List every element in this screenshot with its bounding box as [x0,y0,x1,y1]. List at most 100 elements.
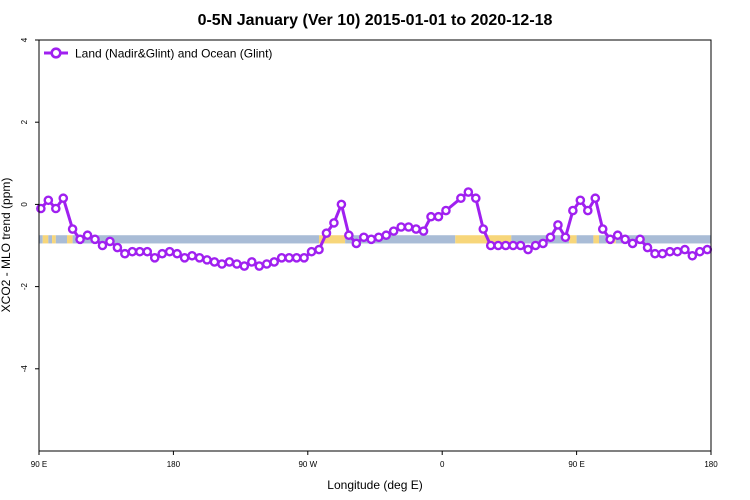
data-point [51,203,61,214]
band-segment-ocean [511,235,570,244]
band-segment-ocean [576,235,594,244]
data-point [149,253,160,263]
data-point [224,257,235,267]
data-point [627,238,638,249]
data-point [575,195,586,206]
data-point [530,240,541,251]
data-point [433,211,444,222]
data-point [179,253,190,263]
y-tick-label: 2 [20,119,29,124]
data-point [134,246,145,257]
data-point [583,205,593,216]
data-point [657,248,668,259]
data-point [553,220,563,230]
data-point [411,224,421,234]
data-point [269,257,280,267]
data-point [635,234,645,245]
data-point [306,246,317,257]
legend-entry-label: Land (Nadir&Glint) and Ocean (Glint) [75,47,272,61]
data-point [538,238,548,249]
data-point [515,240,526,251]
data-point [329,218,339,228]
y-tick-label: -2 [20,282,29,290]
data-point [687,250,698,261]
data-point [344,230,354,241]
y-tick-label: 0 [20,202,29,207]
y-tick-label: -4 [20,365,29,373]
band-segment-ocean [599,235,607,244]
data-point [351,238,362,249]
x-tick-label: 90 E [568,460,584,469]
chart-title: 0-5N January (Ver 10) 2015-01-01 to 2020… [198,12,553,29]
band-segment-land [67,235,73,244]
x-axis-label: Longitude (deg E) [327,478,422,492]
data-point [172,248,182,259]
band-segment-land [593,235,599,244]
data-point [246,257,257,267]
data-point [366,234,377,245]
data-point [90,234,100,245]
legend: Land (Nadir&Glint) and Ocean (Glint) [44,47,272,61]
data-point [67,224,78,234]
data-point [36,203,46,214]
data-point [642,242,653,253]
data-point [493,240,504,251]
band-segment-land [455,235,512,244]
data-point [82,230,93,241]
data-point [105,236,115,247]
data-point [418,226,429,236]
x-tick-label: 90 W [298,460,317,469]
data-point [194,253,205,263]
data-point [381,230,392,241]
data-point [500,240,511,251]
data-point [403,222,414,232]
data-point [127,246,138,257]
data-point [187,250,197,261]
data-point [58,193,69,204]
data-point [239,261,250,271]
x-tick-label: 180 [704,460,718,469]
x-tick-label: 0 [440,460,445,469]
data-point [568,205,578,216]
data-point [388,226,399,236]
data-point [650,248,660,259]
band-segment-land [569,235,577,244]
y-axis-label: XCO2 - MLO trend (ppm) [0,178,13,313]
data-point [261,259,272,269]
data-point [75,234,85,245]
data-point [202,255,212,265]
data-point [441,205,451,216]
data-point [545,232,556,243]
band-segment-ocean [72,235,319,244]
band-segment-land [319,235,346,244]
data-point [508,240,518,251]
data-point [157,248,167,259]
axis-ticks: 90 E 180 90 W 0 90 E 180 4 2 0 -2 -4 [20,37,718,469]
data-point [523,244,533,255]
data-point [612,230,623,241]
band-segment-ocean [55,235,67,244]
data-point [217,259,227,269]
data-point [426,211,436,222]
data-point [254,261,265,271]
data-point [314,244,324,255]
data-point [396,222,406,232]
data-point [463,187,474,197]
data-point [291,253,302,263]
plot-frame [38,39,712,452]
data-point [336,199,347,210]
legend-marker-swatch [50,47,62,59]
series-layer [36,187,713,271]
data-point [470,193,481,204]
data-point [112,242,123,253]
data-point [665,246,675,257]
x-tick-label: 90 E [31,460,47,469]
data-point [142,246,153,257]
data-point [620,234,630,245]
data-point [276,253,287,263]
data-point [373,232,384,243]
data-point [590,193,601,204]
band-segment-ocean [48,235,53,244]
data-point [120,248,130,259]
